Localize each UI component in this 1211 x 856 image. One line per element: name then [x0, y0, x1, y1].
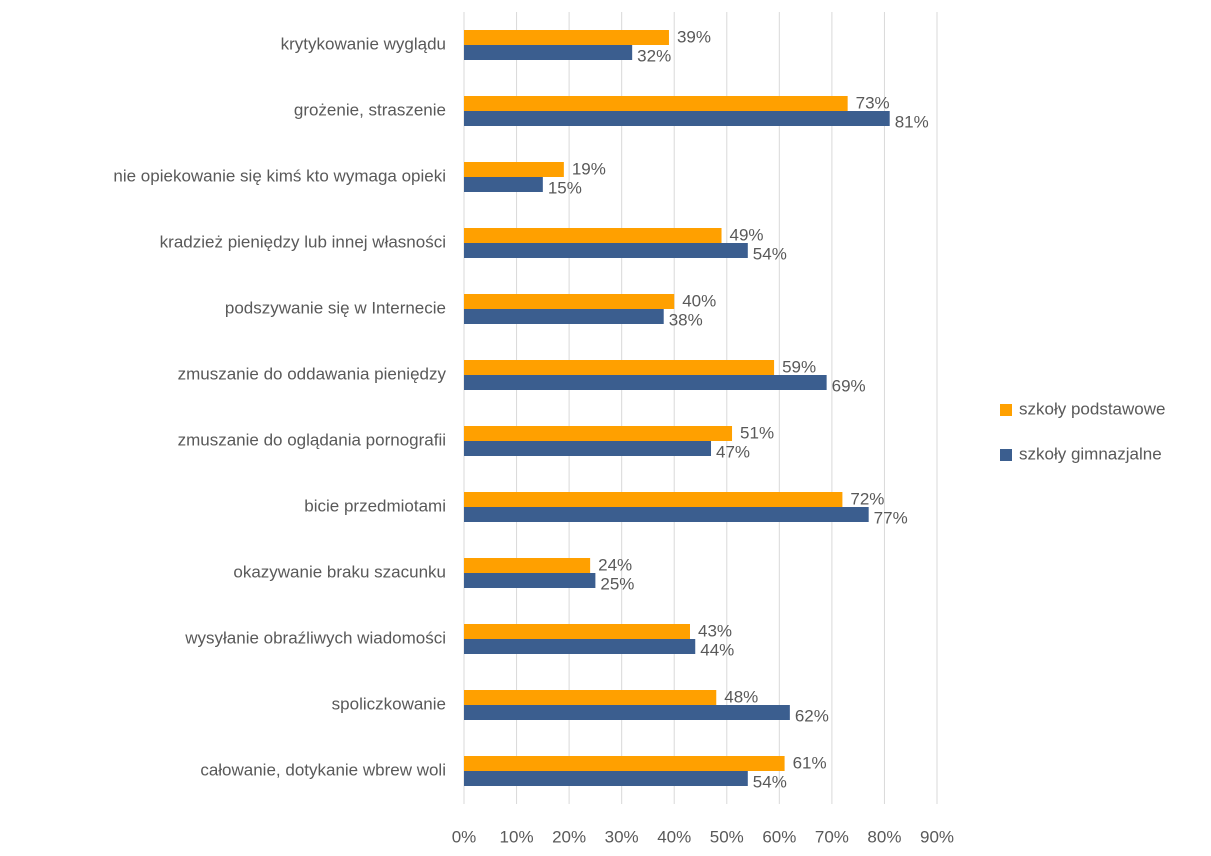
data-label: 77%: [874, 508, 908, 527]
data-label: 25%: [600, 574, 634, 593]
y-tick-label: nie opiekowanie się kimś kto wymaga opie…: [113, 166, 446, 185]
x-tick-label: 90%: [920, 827, 954, 846]
bar: [464, 426, 733, 441]
bar: [464, 375, 827, 390]
data-label: 47%: [716, 442, 750, 461]
y-tick-label: krytykowanie wyglądu: [281, 34, 446, 53]
bar: [464, 243, 748, 258]
bar: [464, 690, 717, 705]
bar: [464, 294, 675, 309]
y-tick-label: bicie przedmiotami: [304, 496, 446, 515]
y-tick-label: kradzież pieniędzy lub innej własności: [160, 232, 446, 251]
data-label: 32%: [637, 46, 671, 65]
y-tick-label: wysyłanie obraźliwych wiadomości: [184, 628, 446, 647]
data-label: 73%: [856, 93, 890, 112]
bar: [464, 441, 712, 456]
bar: [464, 111, 890, 126]
y-tick-label: okazywanie braku szacunku: [233, 562, 446, 581]
data-label: 72%: [850, 489, 884, 508]
y-tick-label: całowanie, dotykanie wbrew woli: [200, 760, 446, 779]
x-tick-label: 40%: [657, 827, 691, 846]
x-tick-label: 0%: [452, 827, 477, 846]
data-label: 40%: [682, 291, 716, 310]
data-label: 44%: [700, 640, 734, 659]
y-tick-label: spoliczkowanie: [332, 694, 446, 713]
data-label: 62%: [795, 706, 829, 725]
x-tick-label: 80%: [867, 827, 901, 846]
data-label: 59%: [782, 357, 816, 376]
bar: [464, 228, 722, 243]
legend-label: szkoły gimnazjalne: [1019, 444, 1162, 463]
x-tick-label: 70%: [815, 827, 849, 846]
data-label: 15%: [548, 178, 582, 197]
y-tick-label: grożenie, straszenie: [294, 100, 446, 119]
x-tick-label: 30%: [605, 827, 639, 846]
x-tick-label: 10%: [500, 827, 534, 846]
data-label: 61%: [793, 753, 827, 772]
bar: [464, 756, 785, 771]
bar: [464, 492, 843, 507]
bar: [464, 573, 596, 588]
bar: [464, 360, 775, 375]
bar: [464, 771, 748, 786]
bar: [464, 705, 790, 720]
x-tick-label: 20%: [552, 827, 586, 846]
bar: [464, 30, 669, 45]
data-label: 54%: [753, 244, 787, 263]
legend-label: szkoły podstawowe: [1019, 399, 1165, 418]
data-label: 38%: [669, 310, 703, 329]
bar: [464, 624, 690, 639]
data-label: 54%: [753, 772, 787, 791]
x-tick-label: 50%: [710, 827, 744, 846]
data-label: 81%: [895, 112, 929, 131]
data-label: 24%: [598, 555, 632, 574]
bar: [464, 177, 543, 192]
data-label: 49%: [730, 225, 764, 244]
data-label: 43%: [698, 621, 732, 640]
x-tick-label: 60%: [762, 827, 796, 846]
y-tick-label: podszywanie się w Internecie: [225, 298, 446, 317]
legend-swatch: [1000, 404, 1012, 416]
data-label: 39%: [677, 27, 711, 46]
data-label: 51%: [740, 423, 774, 442]
bar: [464, 639, 696, 654]
bar: [464, 507, 869, 522]
legend-swatch: [1000, 449, 1012, 461]
data-label: 69%: [832, 376, 866, 395]
bar: [464, 162, 564, 177]
bar: [464, 45, 633, 60]
data-label: 48%: [724, 687, 758, 706]
bar: [464, 309, 664, 324]
bar: [464, 558, 591, 573]
y-tick-label: zmuszanie do oddawania pieniędzy: [178, 364, 447, 383]
bar: [464, 96, 848, 111]
data-label: 19%: [572, 159, 606, 178]
y-tick-label: zmuszanie do oglądania pornografii: [178, 430, 446, 449]
